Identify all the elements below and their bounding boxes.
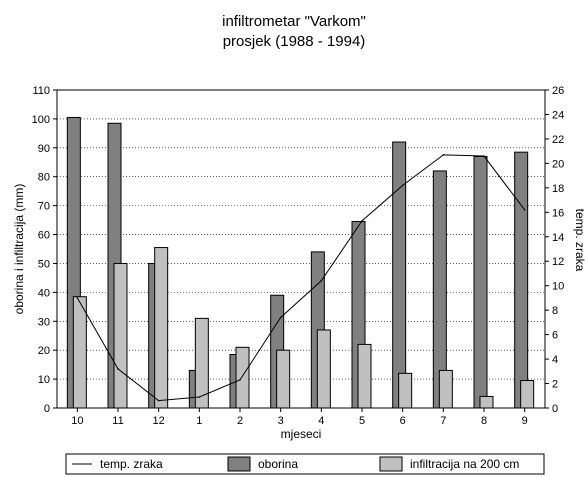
y2-tick-label: 4 [552, 354, 558, 366]
bar-oborina [473, 155, 488, 409]
bar-infiltracija [357, 343, 372, 409]
temperature-line [76, 154, 526, 402]
y2-tick-label: 14 [552, 232, 564, 244]
chart-subtitle: prosjek (1988 - 1994) [223, 33, 366, 50]
y-tick-label: 50 [38, 258, 50, 270]
x-tick-label: 10 [71, 415, 83, 427]
temperature-point [442, 154, 445, 156]
y-tick-label: 20 [38, 345, 50, 357]
y2-tick-label: 2 [552, 379, 558, 391]
bar-infiltracija [316, 329, 331, 409]
temperature-point [483, 155, 485, 157]
y2-tick-label: 12 [552, 256, 564, 268]
bar-infiltracija [72, 296, 87, 409]
y-tick-label: 10 [38, 374, 50, 386]
legend-label-infiltracija: infiltracija na 200 cm [410, 457, 519, 471]
legend-swatch-oborina [227, 456, 251, 472]
left-axis-ticks: 0 10 20 30 40 50 60 70 80 90 100 110 [32, 85, 57, 415]
legend-label-oborina: oborina [258, 457, 298, 471]
y-axis-label: oborina i infiltracija (mm) [12, 184, 26, 315]
bar-infiltracija [479, 395, 494, 409]
temperature-point [239, 379, 241, 381]
bar-infiltracija [235, 346, 250, 409]
y-tick-label: 80 [38, 172, 50, 184]
x-tick-label: 7 [440, 415, 446, 427]
gridlines [57, 118, 545, 380]
temperature-line-group [76, 154, 526, 402]
x-axis-ticks: 10 11 12 1 2 3 4 5 6 7 8 9 [71, 408, 528, 427]
legend-swatch-infiltracija [379, 456, 403, 472]
x-tick-label: 9 [522, 415, 528, 427]
y-tick-label: 70 [38, 201, 50, 213]
y2-tick-label: 16 [552, 207, 564, 219]
bar-infiltracija [520, 380, 535, 409]
temperature-point [523, 209, 526, 211]
x-tick-label: 6 [400, 415, 406, 427]
y-tick-label: 30 [38, 316, 50, 328]
bar-infiltracija [398, 372, 413, 409]
temperature-point [76, 297, 79, 299]
chart-title: infiltrometar "Varkom" [222, 13, 366, 30]
legend: temp. zraka oborina infiltracija na 200 … [65, 453, 545, 475]
bar-oborina [392, 141, 407, 409]
temperature-point [401, 184, 404, 187]
bar-infiltracija [113, 262, 128, 409]
y2-tick-label: 20 [552, 158, 564, 170]
x-tick-label: 12 [153, 415, 165, 427]
plot-frame [56, 89, 546, 409]
temperature-point [279, 316, 282, 319]
bars-group [66, 116, 535, 409]
y-tick-label: 90 [38, 143, 50, 155]
y-tick-label: 0 [44, 403, 50, 415]
x-tick-label: 5 [359, 415, 365, 427]
x-tick-label: 4 [318, 415, 324, 427]
temperature-point [198, 396, 201, 398]
y2-tick-label: 22 [552, 134, 564, 146]
y2-tick-label: 18 [552, 183, 564, 195]
temperature-point [117, 368, 119, 370]
x-tick-label: 3 [278, 415, 284, 427]
y-tick-label: 40 [38, 287, 50, 299]
temperature-point [157, 399, 160, 402]
x-axis-label: mjeseci [281, 427, 322, 441]
y2-tick-label: 6 [552, 330, 558, 342]
temperature-point [361, 220, 363, 222]
y2-tick-label: 26 [552, 85, 564, 97]
x-tick-label: 11 [112, 415, 123, 427]
y-tick-label: 100 [32, 114, 50, 126]
bar-infiltracija [154, 247, 169, 409]
y-tick-label: 110 [32, 85, 50, 97]
legend-label-temp: temp. zraka [100, 457, 163, 471]
y2-axis-label: temp. zraka [573, 209, 587, 272]
x-tick-label: 8 [481, 415, 487, 427]
y2-tick-label: 0 [552, 403, 558, 415]
y2-tick-label: 10 [552, 281, 564, 293]
bar-infiltracija [438, 369, 453, 409]
x-tick-label: 2 [237, 415, 243, 427]
bar-infiltracija [276, 349, 291, 409]
bar-oborina [514, 151, 529, 409]
x-tick-label: 1 [196, 415, 202, 427]
y2-tick-label: 8 [552, 305, 558, 317]
y2-tick-label: 24 [552, 109, 564, 121]
y-tick-label: 60 [38, 230, 50, 242]
legend-frame [65, 453, 545, 475]
temperature-point [320, 280, 323, 282]
